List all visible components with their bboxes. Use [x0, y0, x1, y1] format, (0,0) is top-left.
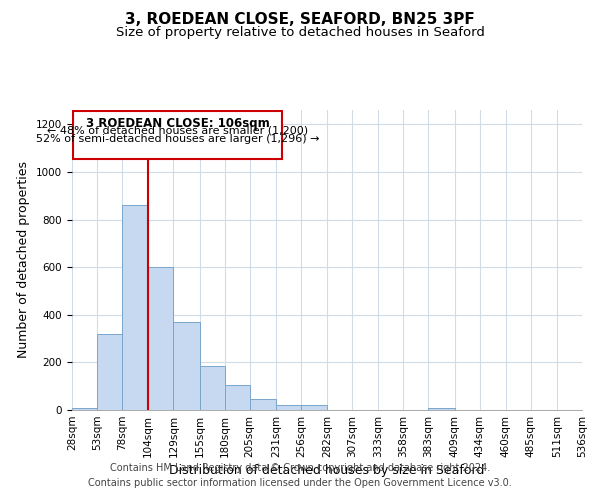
- Text: 52% of semi-detached houses are larger (1,296) →: 52% of semi-detached houses are larger (…: [35, 134, 319, 144]
- FancyBboxPatch shape: [73, 111, 282, 159]
- Bar: [224, 385, 250, 410]
- Bar: [148, 267, 173, 410]
- Text: Size of property relative to detached houses in Seaford: Size of property relative to detached ho…: [116, 26, 484, 39]
- Y-axis label: Number of detached properties: Number of detached properties: [17, 162, 31, 358]
- Bar: [301, 405, 327, 410]
- X-axis label: Distribution of detached houses by size in Seaford: Distribution of detached houses by size …: [169, 464, 485, 477]
- Bar: [72, 408, 97, 410]
- Bar: [173, 322, 199, 410]
- Text: 3, ROEDEAN CLOSE, SEAFORD, BN25 3PF: 3, ROEDEAN CLOSE, SEAFORD, BN25 3PF: [125, 12, 475, 28]
- Text: Contains HM Land Registry data © Crown copyright and database right 2024.
Contai: Contains HM Land Registry data © Crown c…: [88, 462, 512, 487]
- Bar: [97, 334, 122, 410]
- Bar: [122, 205, 148, 410]
- Bar: [199, 366, 224, 410]
- Bar: [250, 400, 276, 410]
- Bar: [428, 408, 455, 410]
- Bar: [276, 405, 301, 410]
- Text: ← 48% of detached houses are smaller (1,200): ← 48% of detached houses are smaller (1,…: [47, 126, 308, 136]
- Text: 3 ROEDEAN CLOSE: 106sqm: 3 ROEDEAN CLOSE: 106sqm: [86, 117, 269, 130]
